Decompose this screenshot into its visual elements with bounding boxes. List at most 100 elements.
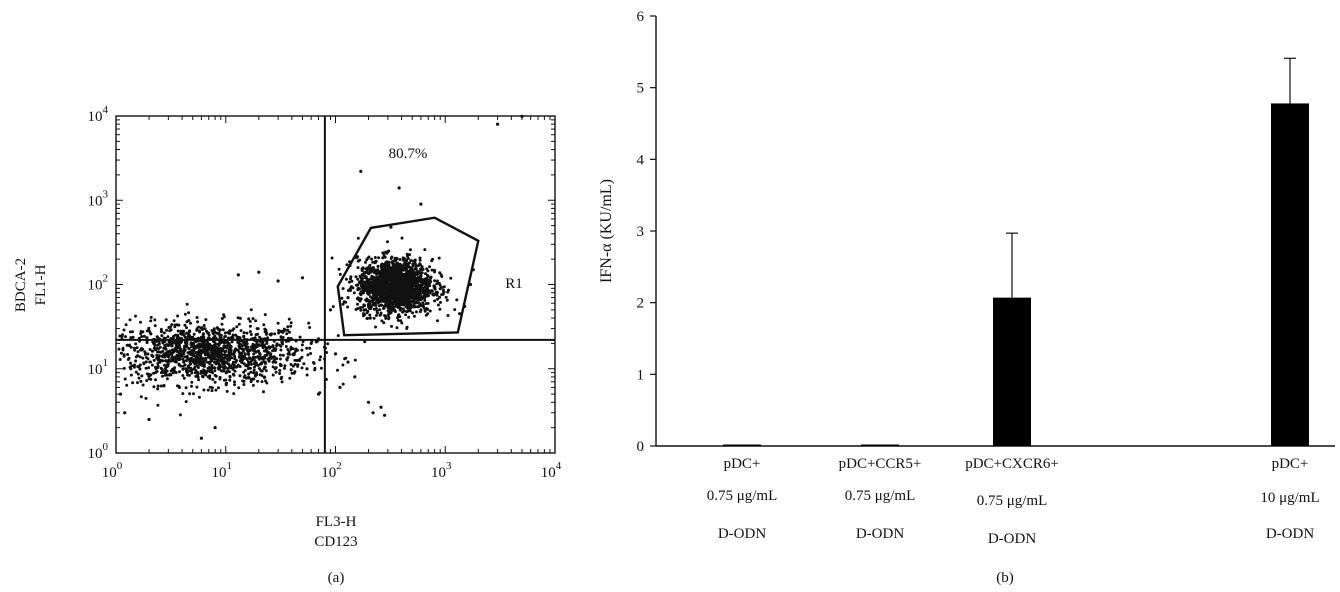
scatter-point bbox=[408, 278, 412, 282]
scatter-point bbox=[442, 290, 446, 294]
scatter-point bbox=[362, 303, 366, 307]
scatter-point bbox=[402, 272, 406, 276]
scatter-point bbox=[338, 272, 342, 276]
x-tick-label: 103 bbox=[431, 460, 452, 481]
scatter-point bbox=[215, 331, 219, 335]
scatter-point bbox=[371, 303, 375, 307]
scatter-point bbox=[237, 350, 241, 354]
y-axis-label-line1: BDCA-2 bbox=[13, 258, 29, 312]
scatter-point bbox=[136, 381, 139, 385]
scatter-point bbox=[404, 303, 408, 307]
scatter-point bbox=[188, 362, 192, 366]
scatter-point bbox=[446, 290, 450, 294]
scatter-point bbox=[393, 269, 397, 273]
scatter-point bbox=[388, 271, 391, 275]
scatter-point bbox=[379, 290, 383, 294]
scatter-point bbox=[437, 281, 441, 285]
scatter-point bbox=[165, 328, 169, 332]
scatter-point bbox=[205, 329, 208, 333]
scatter-point bbox=[409, 268, 413, 272]
scatter-point bbox=[384, 261, 388, 265]
scatter-point bbox=[307, 321, 311, 325]
scatter-point bbox=[193, 346, 197, 350]
scatter-point bbox=[269, 333, 273, 337]
scatter-point bbox=[206, 366, 210, 370]
scatter-point bbox=[291, 364, 295, 368]
scatter-point bbox=[406, 257, 410, 260]
scatter-point bbox=[278, 353, 282, 357]
scatter-point bbox=[249, 366, 252, 370]
y-tick-label-base: 10 bbox=[88, 362, 103, 378]
scatter-point bbox=[433, 279, 437, 283]
scatter-point bbox=[254, 333, 258, 337]
scatter-point bbox=[262, 390, 265, 394]
scatter-point bbox=[263, 327, 267, 331]
scatter-point bbox=[266, 336, 270, 340]
scatter-point bbox=[302, 362, 306, 366]
scatter-point bbox=[413, 262, 417, 266]
scatter-point bbox=[383, 255, 387, 259]
scatter-point bbox=[141, 330, 145, 334]
scatter-point bbox=[164, 318, 168, 322]
scatter-point bbox=[371, 260, 375, 264]
scatter-point bbox=[154, 367, 158, 371]
scatter-point bbox=[199, 326, 203, 330]
scatter-point bbox=[123, 411, 127, 415]
bar bbox=[993, 297, 1031, 446]
scatter-point bbox=[423, 285, 427, 289]
scatter-point bbox=[175, 357, 179, 361]
scatter-point bbox=[363, 340, 367, 344]
scatter-point bbox=[375, 296, 379, 300]
scatter-point bbox=[400, 291, 403, 295]
scatter-point bbox=[227, 362, 231, 366]
scatter-point bbox=[380, 262, 384, 266]
scatter-point bbox=[176, 384, 179, 388]
scatter-point bbox=[398, 282, 402, 286]
scatter-point bbox=[131, 335, 135, 339]
scatter-point bbox=[402, 280, 406, 284]
scatter-point bbox=[373, 256, 377, 259]
scatter-point bbox=[399, 269, 403, 273]
scatter-point bbox=[206, 345, 210, 349]
scatter-point bbox=[374, 303, 378, 307]
scatter-point bbox=[402, 276, 406, 280]
scatter-point bbox=[165, 354, 169, 358]
scatter-point bbox=[365, 299, 368, 303]
x-tick-label-exponent: 2 bbox=[336, 460, 342, 472]
scatter-point bbox=[181, 357, 185, 361]
scatter-point bbox=[369, 277, 373, 281]
scatter-point bbox=[193, 365, 197, 369]
scatter-point bbox=[156, 384, 160, 388]
scatter-point bbox=[133, 363, 136, 367]
scatter-point bbox=[129, 361, 132, 365]
scatter-point bbox=[165, 369, 169, 373]
scatter-point bbox=[305, 367, 309, 371]
scatter-point bbox=[144, 360, 148, 364]
y-tick-label-base: 10 bbox=[88, 109, 103, 125]
scatter-point bbox=[372, 287, 376, 291]
scatter-point bbox=[225, 389, 229, 393]
scatter-point bbox=[345, 263, 349, 267]
scatter-point bbox=[168, 351, 172, 355]
scatter-point bbox=[294, 349, 297, 353]
scatter-point bbox=[201, 335, 204, 339]
scatter-point bbox=[134, 359, 138, 363]
scatter-point bbox=[409, 275, 413, 279]
y-axis-label: IFN-α (KU/mL) bbox=[598, 179, 615, 283]
scatter-point bbox=[123, 377, 127, 381]
scatter-point bbox=[411, 311, 415, 315]
scatter-point bbox=[426, 273, 429, 277]
scatter-point bbox=[411, 264, 415, 268]
scatter-point bbox=[207, 331, 210, 335]
scatter-point bbox=[220, 353, 224, 357]
scatter-point bbox=[192, 332, 196, 336]
scatter-point bbox=[404, 276, 408, 279]
scatter-point bbox=[288, 376, 292, 380]
scatter-point bbox=[453, 308, 457, 312]
scatter-point bbox=[228, 375, 232, 379]
scatter-point bbox=[359, 169, 363, 173]
scatter-point bbox=[279, 377, 283, 381]
scatter-point bbox=[120, 334, 124, 338]
scatter-point bbox=[366, 291, 369, 295]
